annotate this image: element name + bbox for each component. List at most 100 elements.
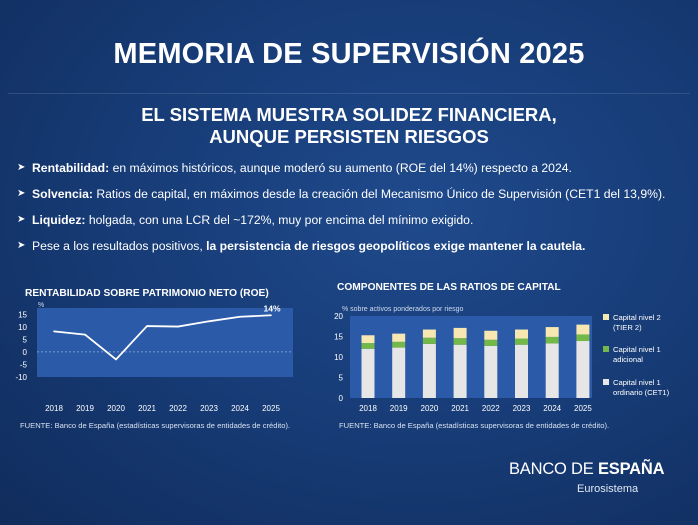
bullet-plain: Ratios de capital, en máximos desde la c… (92, 187, 666, 201)
bar-tier2 (515, 329, 528, 339)
x-tick-label: 2022 (482, 404, 500, 413)
bar-tier2 (392, 333, 406, 342)
roe-data-point (146, 325, 148, 327)
legend-label: (TIER 2) (613, 323, 642, 332)
bar-cet1 (576, 341, 590, 398)
roe-chart-title: RENTABILIDAD SOBRE PATRIMONIO NETO (ROE) (25, 288, 269, 299)
y-tick-label: -5 (20, 360, 28, 369)
y-tick-label: 5 (339, 374, 344, 383)
bar-cet1 (545, 343, 559, 398)
bullet-text: Rentabilidad: en máximos históricos, aun… (32, 160, 572, 176)
x-tick-label: 2025 (262, 404, 280, 413)
roe-data-point (177, 325, 179, 328)
bullet-bold: la persistencia de riesgos geopolíticos … (206, 239, 586, 253)
bullet-bold: Liquidez: (32, 213, 86, 227)
roe-annotation: 14% (263, 303, 280, 313)
roe-data-point (239, 315, 241, 318)
bullet-text: Liquidez: holgada, con una LCR del ~172%… (32, 212, 473, 228)
bar-tier2 (484, 330, 498, 340)
y-tick-label: 0 (339, 394, 344, 403)
legend-swatch-tier2 (603, 314, 609, 320)
capital-chart-title: COMPONENTES DE LAS RATIOS DE CAPITAL (337, 282, 561, 293)
y-tick-label: 15 (334, 333, 343, 342)
roe-data-point (270, 314, 272, 317)
bullet-text: Pese a los resultados positivos, la pers… (32, 238, 585, 254)
divider (8, 93, 690, 94)
bar-cet1 (484, 345, 498, 398)
bullet-bold: Rentabilidad: (32, 161, 110, 175)
roe-chart: % 15 10 5 0 -5 -10 2018 2019 2020 2021 2022 2023 2024… (15, 302, 293, 413)
bullet-liquidez: ➤ Liquidez: holgada, con una LCR del ~17… (17, 212, 697, 238)
subtitle: EL SISTEMA MUESTRA SOLIDEZ FINANCIERA, A… (0, 104, 698, 148)
x-tick-label: 2018 (359, 404, 377, 413)
roe-data-point (84, 333, 86, 336)
plot-area (37, 308, 293, 377)
bar-at1 (484, 339, 498, 346)
legend-swatch-cet1 (603, 379, 609, 385)
chevron-right-icon: ➤ (17, 188, 26, 199)
x-tick-label: 2020 (107, 404, 125, 413)
bar-at1 (576, 334, 590, 342)
bar-cet1 (422, 343, 436, 398)
x-tick-label: 2025 (574, 404, 592, 413)
bullet-text: Solvencia: Ratios de capital, en máximos… (32, 186, 665, 202)
bar-cet1 (361, 348, 375, 398)
x-tick-label: 2018 (45, 404, 63, 413)
x-tick-label: 2021 (138, 404, 156, 413)
bullet-plain: Pese a los resultados positivos, (32, 239, 207, 253)
y-tick-label: 15 (18, 310, 27, 319)
legend-label: adicional (613, 355, 643, 364)
y-axis-label: % sobre activos ponderados por riesgo (342, 306, 464, 313)
legend-label: ordinario (CET1) (613, 388, 670, 397)
bar-at1 (361, 343, 375, 349)
bullet-bold: Solvencia: (32, 187, 93, 201)
x-tick-label: 2019 (390, 404, 408, 413)
chevron-right-icon: ➤ (17, 162, 26, 173)
capital-chart: % sobre activos ponderados por riesgo201… (334, 306, 670, 413)
roe-data-point (115, 358, 117, 361)
y-axis-label: % (38, 302, 44, 309)
eurosistema-label: Eurosistema (577, 483, 639, 495)
x-tick-label: 2020 (421, 404, 439, 413)
logo-part1: BANCO DE (509, 460, 598, 478)
y-tick-label: 10 (18, 323, 27, 332)
x-tick-label: 2021 (451, 404, 469, 413)
bullet-plain: holgada, con una LCR del ~172%, muy por … (85, 213, 474, 227)
y-tick-label: 0 (23, 348, 28, 357)
bar-cet1 (392, 347, 406, 398)
bar-cet1 (453, 344, 467, 398)
bar-tier2 (545, 327, 559, 337)
chevron-right-icon: ➤ (17, 240, 26, 251)
bullet-rentabilidad: ➤ Rentabilidad: en máximos históricos, a… (17, 160, 697, 186)
bar-tier2 (576, 324, 590, 335)
bar-tier2 (453, 327, 467, 339)
legend-label: Capital nivel 1 (613, 345, 661, 354)
x-tick-label: 2024 (231, 404, 249, 413)
roe-series-line (53, 314, 272, 361)
y-tick-label: 20 (334, 312, 343, 321)
subtitle-line-2: AUNQUE PERSISTEN RIESGOS (209, 126, 489, 147)
bar-cet1 (515, 344, 528, 398)
bullet-list: ➤ Rentabilidad: en máximos históricos, a… (17, 160, 697, 264)
bar-tier2 (422, 329, 436, 338)
x-tick-label: 2022 (169, 404, 187, 413)
chevron-right-icon: ➤ (17, 214, 26, 225)
capital-source: FUENTE: Banco de España (estadísticas su… (339, 421, 610, 430)
x-tick-label: 2023 (513, 404, 531, 413)
bar-at1 (545, 336, 559, 344)
legend-swatch-at1 (603, 346, 609, 352)
y-tick-label: 10 (334, 353, 343, 362)
legend-label: Capital nivel 2 (613, 313, 661, 322)
roe-source: FUENTE: Banco de España (estadísticas su… (20, 421, 291, 430)
bar-at1 (515, 338, 528, 345)
bar-at1 (422, 337, 436, 344)
bullet-plain: en máximos históricos, aunque moderó su … (109, 161, 572, 175)
banco-de-espana-logo: BANCO DE ESPAÑA (509, 460, 665, 479)
x-tick-label: 2019 (76, 404, 94, 413)
bar-at1 (392, 341, 406, 348)
main-title: MEMORIA DE SUPERVISIÓN 2025 (113, 38, 585, 70)
bar-at1 (453, 338, 467, 345)
roe-data-point (53, 330, 55, 333)
bullet-riesgos: ➤ Pese a los resultados positivos, la pe… (17, 238, 697, 264)
subtitle-line-1: EL SISTEMA MUESTRA SOLIDEZ FINANCIERA, (141, 104, 557, 125)
